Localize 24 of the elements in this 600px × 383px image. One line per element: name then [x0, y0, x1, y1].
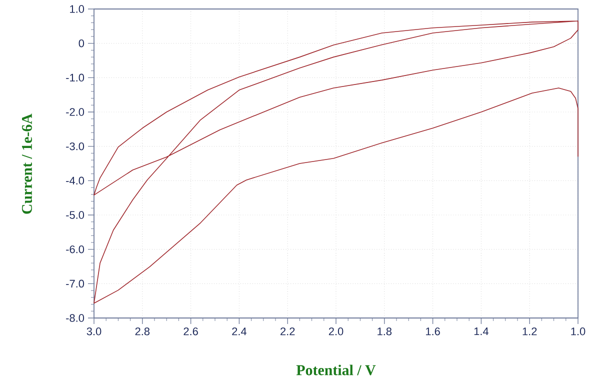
x-tick-label: 2.8: [135, 328, 150, 336]
x-axis-title: Potential / V: [296, 364, 376, 376]
y-tick-label: 1.0: [70, 5, 84, 13]
y-axis-title: Current / 1e-6A: [22, 114, 32, 214]
x-tick-label: 1.0: [571, 328, 586, 336]
y-tick-label: -1.0: [66, 74, 84, 82]
line-series: [94, 20, 578, 304]
y-tick-label: -8.0: [66, 314, 84, 322]
x-tick-label: 2.6: [184, 328, 198, 336]
x-tick-label: 2.2: [280, 328, 295, 336]
x-tick-label: 1.6: [426, 328, 440, 336]
y-tick-label: -6.0: [66, 245, 84, 254]
x-tick-label: 3.0: [86, 328, 102, 336]
x-tick-label: 1.8: [378, 328, 392, 336]
y-tick-label: -2.0: [66, 108, 84, 116]
y-tick-label: -3.0: [66, 142, 84, 150]
x-tick-label: 2.4: [232, 328, 246, 336]
x-tick-label: 1.2: [522, 328, 537, 336]
x-tick-label: 2.0: [328, 328, 344, 336]
y-tick-label: 0: [78, 39, 84, 48]
y-tick-label: -5.0: [66, 211, 84, 219]
y-tick-label: -4.0: [66, 176, 84, 185]
x-tick-label: 1.4: [474, 328, 488, 336]
y-tick-label: -7.0: [66, 280, 84, 288]
